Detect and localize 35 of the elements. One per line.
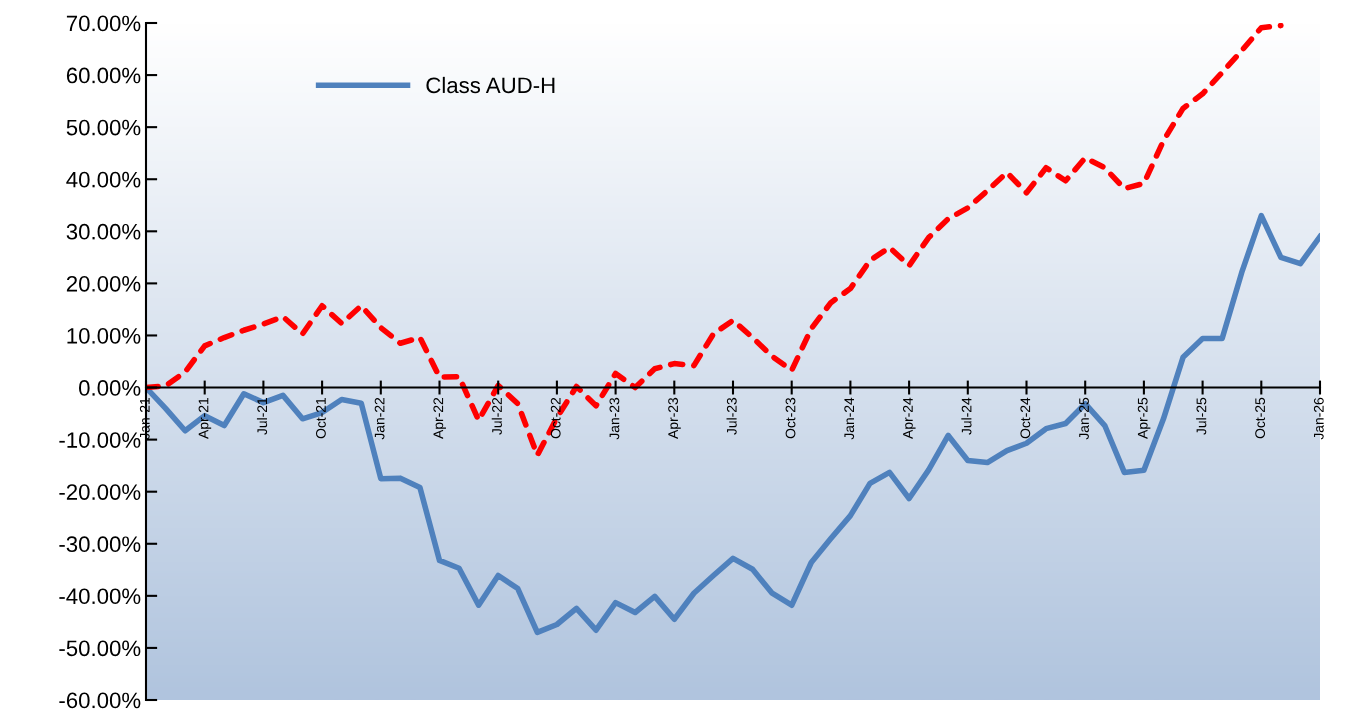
x-tick-label: Jul-25 [1196,397,1207,435]
y-tick-label: 30.00% [66,223,141,240]
y-tick-label: -20.00% [59,484,141,500]
x-tick-label: Jul-22 [491,397,502,435]
x-tick-label: Jul-23 [726,397,737,435]
y-tick-label: -30.00% [59,536,141,553]
y-tick-label: -60.00% [59,692,141,709]
x-tick-label: Jul-21 [256,397,268,435]
x-tick-label: Jan-26 [1313,397,1324,440]
x-tick-label: Jan-22 [374,397,385,440]
x-tick-label: Jan-25 [1079,397,1089,440]
x-tick-label: Apr-24 [902,397,916,439]
y-tick-label: 60.00% [66,67,141,84]
x-tick-label: Apr-23 [668,397,681,439]
x-tick-label: Jan-24 [844,397,855,440]
x-tick-label: Oct-22 [550,397,561,439]
y-tick-label: 40.00% [66,171,141,188]
x-tick-label: Apr-22 [433,397,446,439]
y-tick-label: -40.00% [59,588,141,605]
y-tick-label: 10.00% [67,328,141,344]
y-tick-label: 0.00% [79,380,141,396]
x-tick-label: Oct-25 [1255,397,1266,439]
x-tick-label: Jul-24 [961,397,972,435]
y-tick-label: 20.00% [66,275,141,292]
x-tick-label: Oct-21 [315,397,326,439]
y-tick-label: 70.00% [66,15,141,32]
y-tick-label: -50.00% [59,640,141,657]
x-tick-label: Jan-23 [609,397,620,440]
x-tick-label: Oct-24 [1020,397,1031,439]
legend-label: Class AUD-H [426,76,555,94]
x-tick-label: Oct-23 [785,397,796,439]
x-tick-label: Apr-25 [1137,397,1151,439]
y-tick-label: -10.00% [59,432,141,448]
y-tick-label: 50.00% [66,119,141,136]
x-tick-label: Apr-21 [198,397,212,439]
